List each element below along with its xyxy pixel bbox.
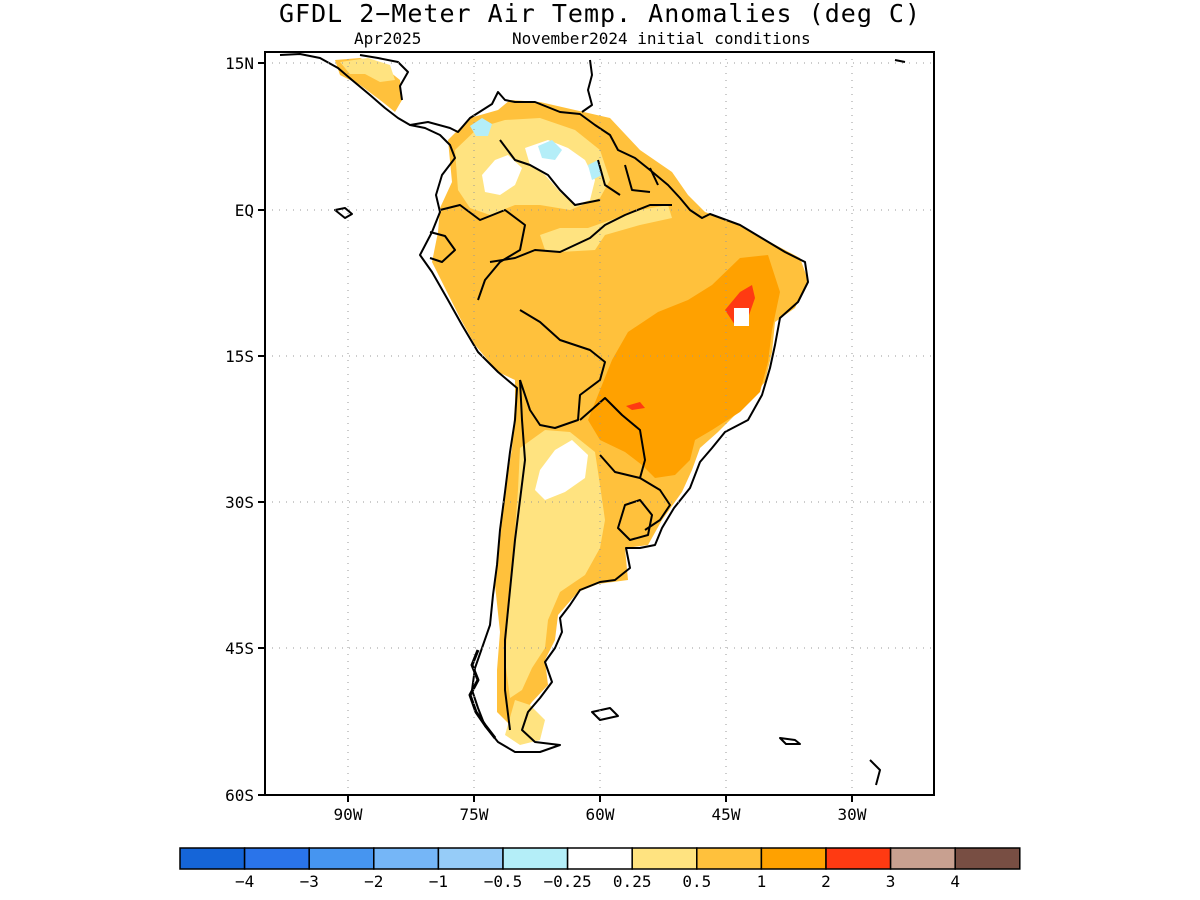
anomaly-missing-cell	[734, 308, 749, 326]
south-america-coastline	[409, 91, 809, 753]
colorbar-swatch	[437, 847, 504, 870]
central-america-coastline	[279, 53, 411, 126]
colorbar-swatch	[502, 847, 569, 870]
anomaly-cool-patch-1	[470, 118, 492, 136]
guianas-borders	[597, 159, 659, 196]
anomaly-shading	[335, 58, 808, 745]
caribbean-islands	[581, 59, 906, 113]
colorbar-swatch	[954, 847, 1021, 870]
lon-label-90w: 90W	[334, 805, 363, 824]
anomaly-near-zero-andes	[535, 440, 588, 500]
colorbar-label: −3	[300, 872, 319, 891]
colorbar-swatch	[243, 847, 310, 870]
colorbar-label: 1	[757, 872, 767, 891]
colorbar-label: −4	[235, 872, 254, 891]
anomaly-near-zero-colombia	[482, 155, 522, 195]
colorbar-swatch	[566, 847, 633, 870]
bolivia-border	[519, 309, 606, 429]
map-panel: 15N EQ 15S 30S 45S 60S 90W 75W 60W 45W 3…	[225, 51, 935, 824]
lon-label-60w: 60W	[586, 805, 615, 824]
colorbar-label: −0.25	[544, 872, 592, 891]
falkland-islands	[591, 707, 619, 721]
ecuador-border	[429, 231, 456, 263]
colorbar-label: 4	[950, 872, 960, 891]
peru-brazil-border	[489, 204, 672, 263]
venezuela-border	[499, 139, 601, 206]
map-title: GFDL 2−Meter Air Temp. Anomalies (deg C)	[278, 0, 922, 28]
colorbar-label: 0.5	[682, 872, 711, 891]
lon-label-75w: 75W	[460, 805, 489, 824]
anomaly-cool-patch-2	[538, 140, 562, 160]
anomaly-0.5-to-1-argentina	[505, 430, 605, 698]
lat-label-eq: EQ	[235, 201, 254, 220]
forecast-month: Apr2025	[354, 29, 422, 48]
longitude-labels: 90W 75W 60W 45W 30W	[334, 805, 867, 824]
lat-label-30s: 30S	[225, 493, 254, 512]
southern-islands	[869, 759, 881, 786]
colorbar-swatch	[696, 847, 763, 870]
lat-label-45s: 45S	[225, 639, 254, 658]
south-georgia-island	[779, 737, 801, 745]
anomaly-0.5-to-1-amazon	[540, 205, 672, 252]
lon-label-45w: 45W	[712, 805, 741, 824]
lat-label-15n: 15N	[225, 54, 254, 73]
colorbar-label: 2	[821, 872, 831, 891]
axis-ticks	[258, 62, 853, 802]
graticule	[265, 52, 934, 795]
colorbar-swatch	[631, 847, 698, 870]
colorbar: −4 −3 −2 −1 −0.5 −0.25 0.25 0.5 1 2 3 4	[179, 847, 1021, 891]
anomaly-hot-patch-pantanal	[626, 402, 645, 410]
uruguay-border	[617, 499, 653, 541]
colorbar-swatch	[760, 847, 827, 870]
anomaly-0.5-to-1-central-america	[340, 58, 395, 82]
colorbar-label: −0.5	[484, 872, 523, 891]
coastlines-and-borders	[279, 53, 906, 786]
colorbar-swatch	[889, 847, 956, 870]
lat-label-15s: 15S	[225, 347, 254, 366]
colorbar-labels: −4 −3 −2 −1 −0.5 −0.25 0.25 0.5 1 2 3 4	[235, 872, 960, 891]
colorbar-swatch	[308, 847, 375, 870]
initial-conditions-label: November2024 initial conditions	[512, 29, 811, 48]
colorbar-label: 3	[886, 872, 896, 891]
chile-fjords	[468, 649, 497, 739]
paraguay-border	[579, 397, 646, 479]
colorbar-swatches	[179, 847, 1021, 870]
colorbar-swatch	[373, 847, 440, 870]
argentina-brazil-border	[639, 477, 671, 531]
lat-label-60s: 60S	[225, 786, 254, 805]
colorbar-label: −1	[429, 872, 448, 891]
colombia-border	[439, 204, 526, 301]
colorbar-label: 0.25	[613, 872, 652, 891]
colorbar-swatch	[179, 847, 246, 870]
argentina-chile-border	[504, 379, 526, 731]
lon-label-30w: 30W	[838, 805, 867, 824]
colorbar-swatch	[825, 847, 892, 870]
latitude-labels: 15N EQ 15S 30S 45S 60S	[225, 54, 254, 805]
colorbar-label: −2	[364, 872, 383, 891]
galapagos-islands	[334, 207, 353, 219]
